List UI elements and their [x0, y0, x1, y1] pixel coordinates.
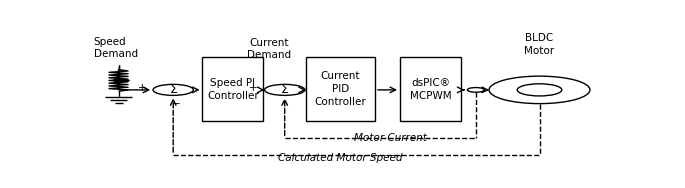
Text: Calculated Motor Speed: Calculated Motor Speed — [278, 152, 403, 163]
Text: Current
PID
Controller: Current PID Controller — [314, 71, 366, 107]
Bar — [306, 57, 375, 121]
Circle shape — [489, 76, 590, 104]
Bar — [203, 57, 264, 121]
Text: BLDC
Motor: BLDC Motor — [525, 33, 555, 56]
Text: +: + — [249, 83, 258, 93]
Text: Current
Demand: Current Demand — [247, 38, 291, 60]
Text: $\Sigma$: $\Sigma$ — [280, 83, 289, 96]
Bar — [400, 57, 461, 121]
Circle shape — [467, 88, 484, 92]
Text: +: + — [138, 83, 146, 93]
Text: $\Sigma$: $\Sigma$ — [169, 83, 178, 96]
Text: Speed
Demand: Speed Demand — [94, 37, 138, 59]
Text: dsPIC®
MCPWM: dsPIC® MCPWM — [410, 77, 451, 101]
Text: −: − — [171, 99, 180, 109]
Text: Speed PI
Controller: Speed PI Controller — [207, 77, 259, 101]
Circle shape — [153, 84, 193, 95]
Text: Motor Current: Motor Current — [354, 133, 427, 143]
Circle shape — [264, 84, 305, 95]
